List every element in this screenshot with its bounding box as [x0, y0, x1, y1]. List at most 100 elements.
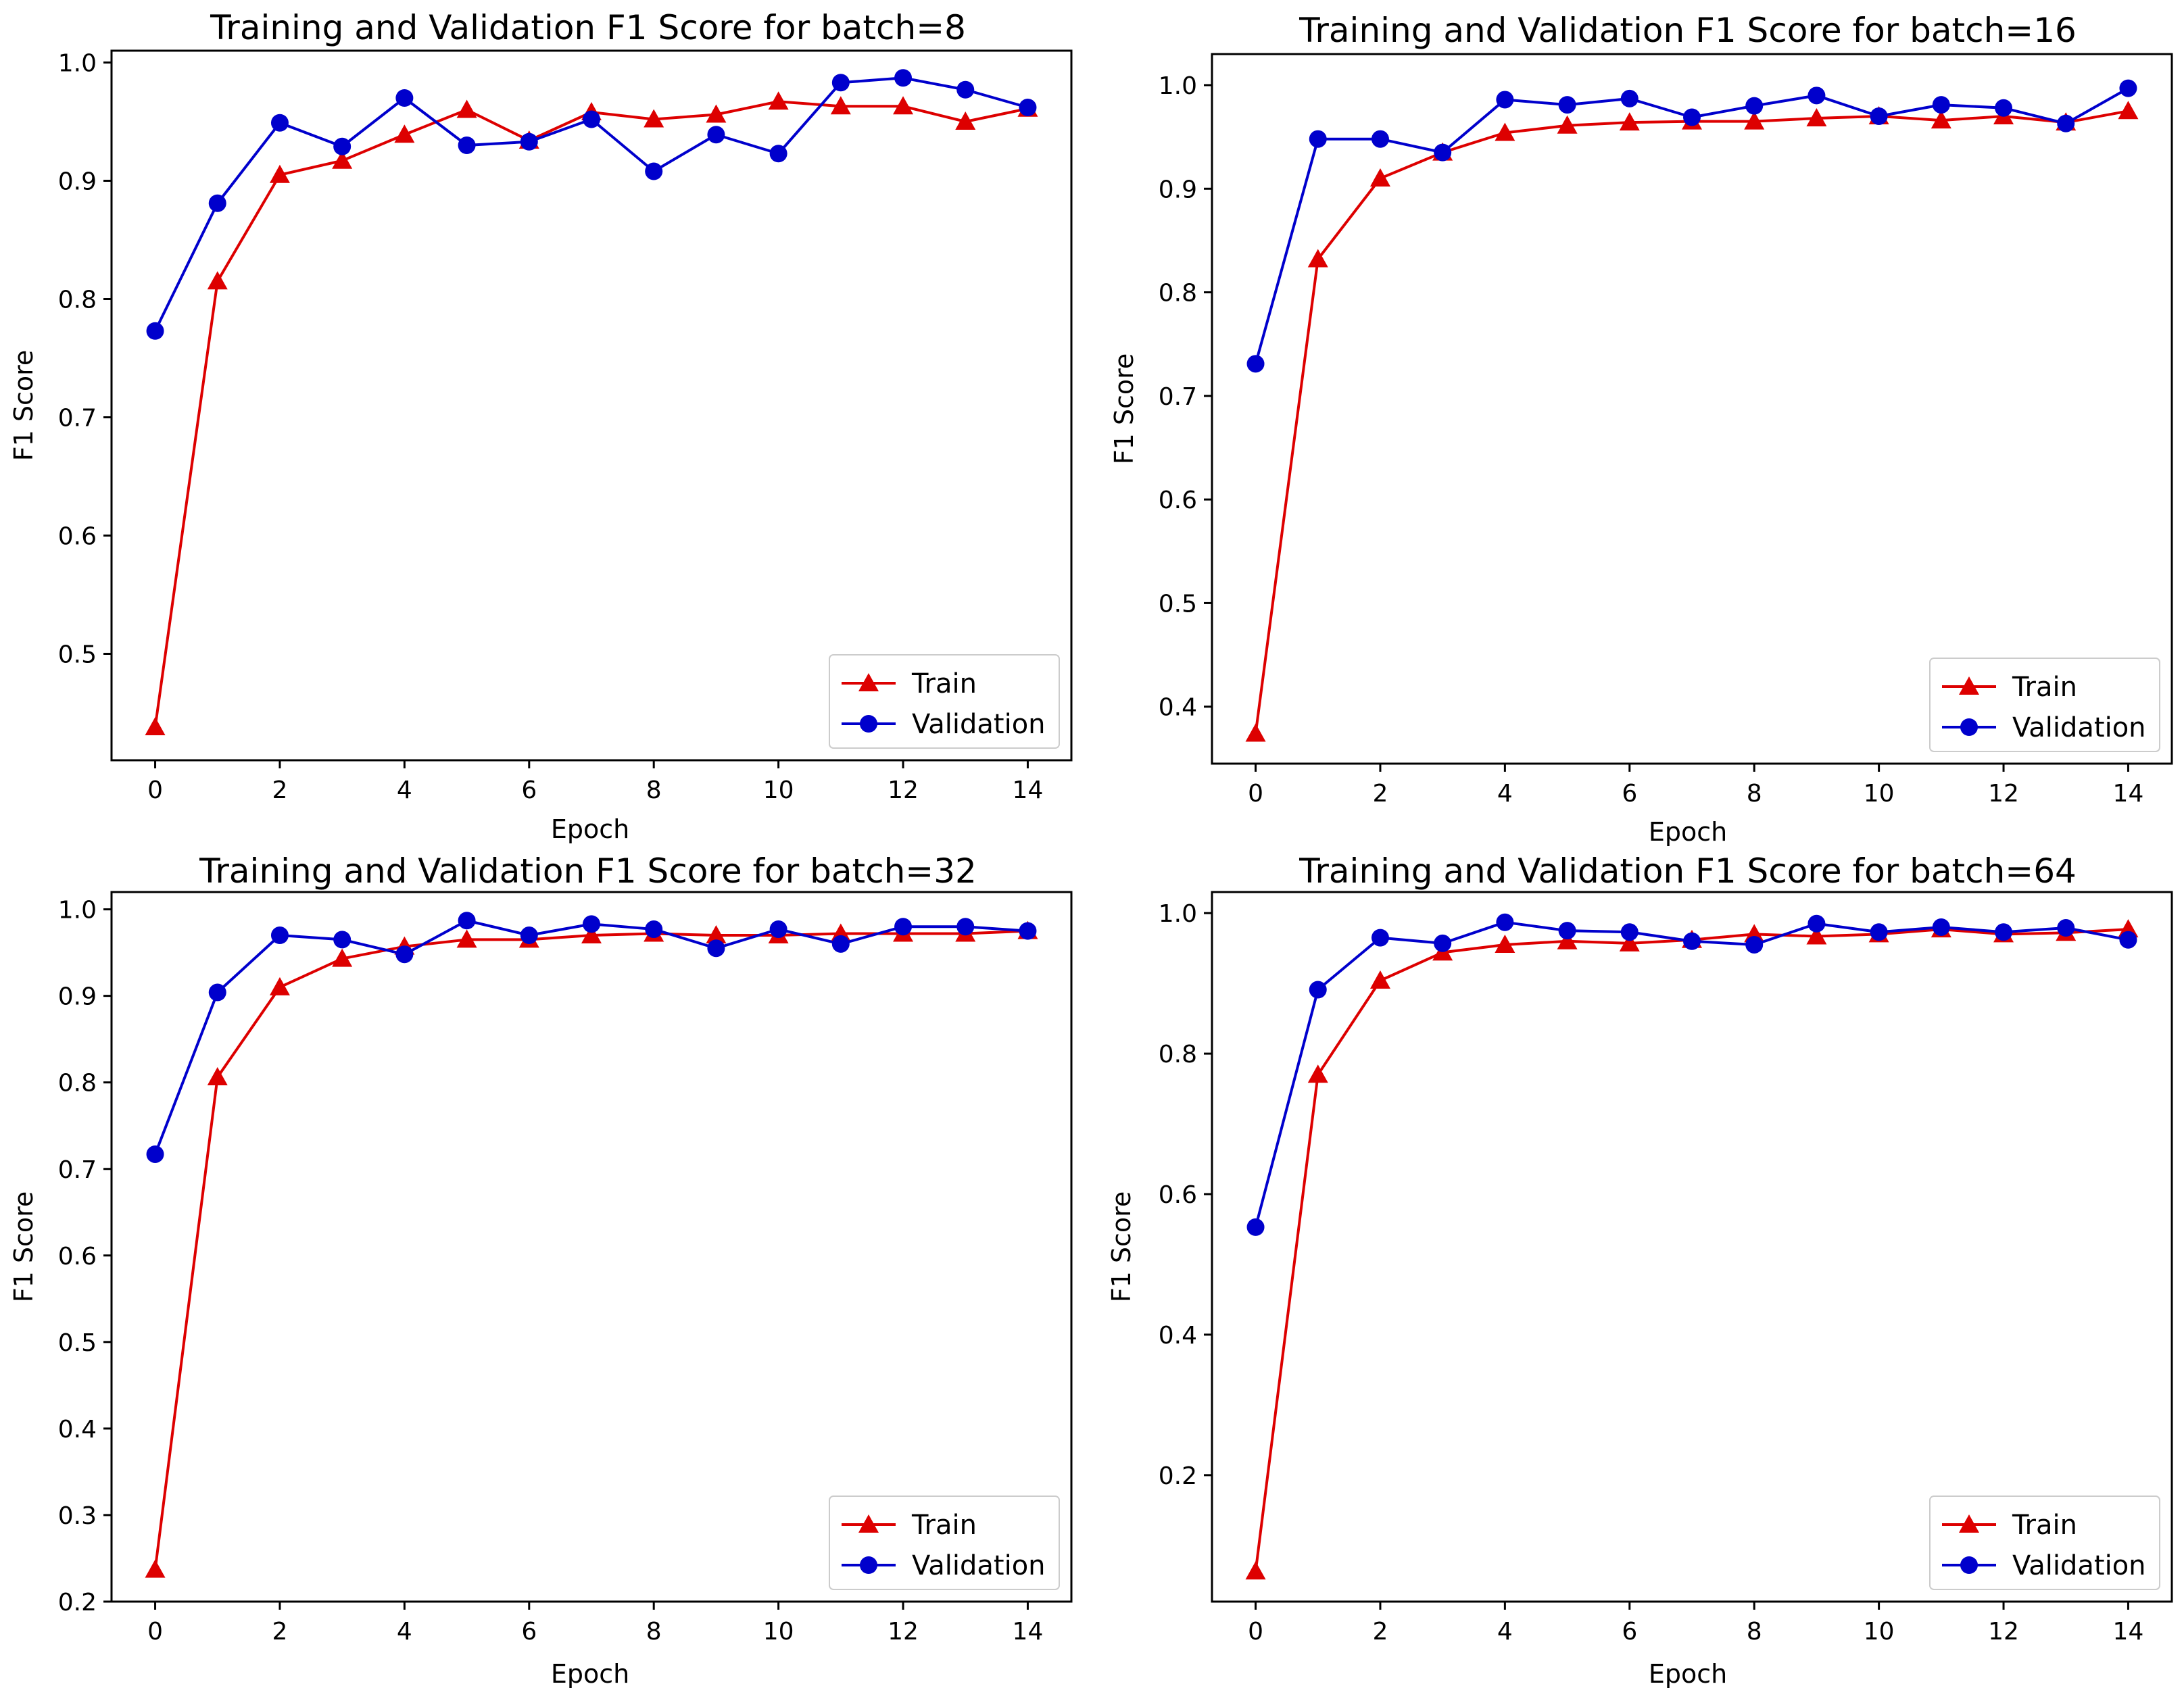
validation-point: [1807, 914, 1826, 933]
subplot-batch-32: Training and Validation F1 Score for bat…: [9, 851, 1073, 1689]
x-tick-label: 2: [1373, 1618, 1388, 1646]
series-line-train: [1254, 109, 2129, 734]
chart-title: Training and Validation F1 Score for bat…: [210, 8, 966, 47]
validation-point: [1309, 130, 1327, 148]
validation-point: [520, 132, 538, 151]
train-point: [1806, 108, 1827, 127]
x-tick-label: 6: [1622, 1618, 1637, 1646]
validation-point: [458, 912, 476, 930]
axes-frame: [110, 49, 1073, 762]
validation-point: [894, 69, 913, 87]
legend: Train Validation: [829, 1496, 1060, 1590]
validation-point: [645, 920, 663, 939]
x-tick-label: 4: [397, 776, 412, 804]
train-point: [706, 104, 727, 123]
plot-area: 0 2 4 6 8 10 12 14 0.2 0.4 0.6 0.8 1.0 Train Validatio…: [1159, 891, 2173, 1646]
y-axis-label: F1 Score: [9, 1191, 39, 1303]
train-point: [644, 109, 664, 128]
train-point: [1619, 112, 1640, 131]
validation-point: [645, 162, 663, 180]
x-tick-label: 10: [763, 776, 794, 804]
y-tick-label: 0.2: [1159, 1462, 1197, 1490]
validation-point: [1246, 355, 1265, 373]
x-tick-label: 4: [397, 1618, 412, 1646]
validation-point: [333, 137, 351, 155]
axes-frame: [1211, 53, 2173, 765]
train-point: [1744, 111, 1765, 130]
legend-label: Train: [911, 1510, 977, 1541]
validation-point: [1019, 922, 1037, 940]
y-tick-label: 0.2: [58, 1589, 97, 1616]
y-tick-label: 0.8: [1159, 280, 1197, 307]
x-axis-label: Epoch: [551, 1659, 629, 1689]
y-axis-label: F1 Score: [1107, 1191, 1136, 1303]
validation-point: [707, 126, 725, 144]
chart-title: Training and Validation F1 Score for bat…: [199, 851, 977, 891]
validation-point: [395, 945, 414, 964]
train-point: [269, 977, 290, 995]
y-tick-label: 0.6: [58, 523, 97, 551]
validation-point: [769, 920, 787, 939]
validation-point: [1558, 922, 1576, 940]
train-point: [830, 96, 851, 115]
train-point: [1369, 168, 1390, 187]
plot-area: 0 2 4 6 8 10 12 14 0.5 0.6 0.7 0.8 0.9 1.0 Train Valida…: [58, 49, 1073, 804]
validation-point: [1683, 108, 1701, 126]
y-tick-label: 1.0: [1159, 900, 1197, 928]
validation-point: [956, 80, 975, 99]
validation-point: [1870, 923, 1888, 941]
legend-marker: [860, 715, 877, 733]
x-tick-label: 14: [1013, 776, 1044, 804]
validation-point: [956, 918, 975, 936]
validation-point: [1309, 981, 1327, 999]
subplot-batch-8: Training and Validation F1 Score for bat…: [9, 8, 1073, 844]
validation-point: [1246, 1218, 1265, 1236]
train-point: [706, 925, 727, 944]
series-line-validation: [153, 919, 1028, 1155]
train-point: [145, 1559, 166, 1578]
train-point: [581, 925, 602, 944]
validation-point: [1807, 87, 1826, 105]
validation-point: [395, 89, 414, 107]
y-tick-label: 0.6: [1159, 487, 1197, 514]
x-tick-label: 6: [1622, 780, 1637, 808]
validation-point: [1995, 923, 2013, 941]
validation-point: [270, 926, 289, 945]
x-tick-label: 10: [1864, 780, 1895, 808]
x-tick-label: 12: [1988, 780, 2019, 808]
y-axis-label: F1 Score: [9, 350, 39, 462]
validation-point: [707, 939, 725, 958]
legend-marker: [860, 1556, 877, 1574]
legend-label: Train: [2012, 672, 2077, 703]
x-tick-label: 6: [521, 776, 537, 804]
x-axis-label: Epoch: [1649, 1659, 1727, 1689]
legend-label: Validation: [2012, 1550, 2146, 1581]
y-tick-label: 0.5: [1159, 590, 1197, 618]
y-tick-label: 0.3: [58, 1502, 97, 1530]
validation-point: [270, 114, 289, 132]
train-point: [1245, 723, 1266, 742]
validation-point: [831, 74, 850, 92]
y-tick-label: 0.8: [58, 287, 97, 314]
validation-point: [894, 918, 913, 936]
train-point: [1369, 970, 1390, 989]
train-point: [768, 91, 789, 110]
y-tick-label: 0.5: [58, 641, 97, 669]
x-tick-label: 10: [763, 1618, 794, 1646]
y-tick-label: 0.4: [1159, 1322, 1197, 1350]
validation-point: [146, 322, 164, 340]
y-tick-label: 0.9: [58, 168, 97, 196]
series-line-train: [153, 929, 1028, 1570]
x-tick-label: 12: [888, 776, 919, 804]
validation-point: [1371, 130, 1389, 148]
validation-point: [1434, 934, 1452, 952]
validation-point: [1932, 918, 1950, 936]
train-point: [456, 99, 477, 118]
train-point: [2118, 101, 2139, 120]
x-tick-label: 8: [1747, 780, 1762, 808]
validation-point: [1620, 89, 1639, 107]
train-point: [269, 164, 290, 183]
validation-point: [208, 983, 226, 1002]
legend: Train Validation: [1929, 658, 2160, 752]
